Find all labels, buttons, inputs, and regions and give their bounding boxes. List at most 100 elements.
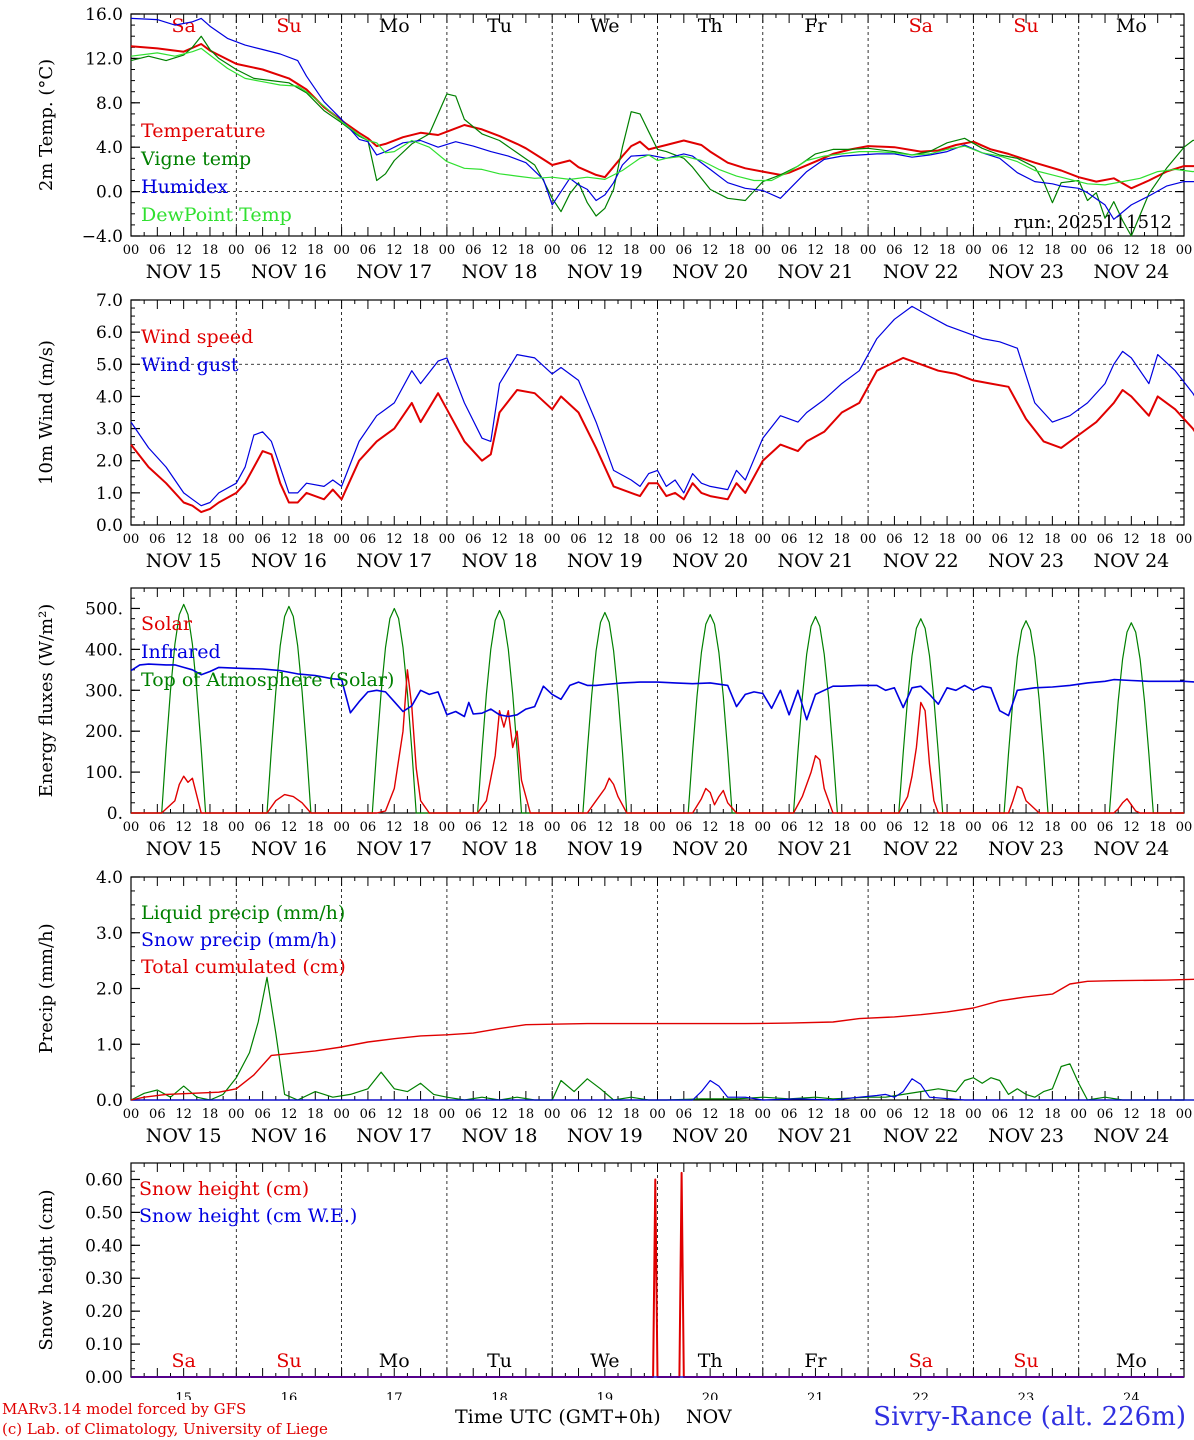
x-hour-label: 12 bbox=[281, 820, 298, 835]
x-hour-label: 06 bbox=[991, 243, 1008, 258]
y-tick-label: 400. bbox=[85, 640, 123, 660]
x-date-label: NOV 23 bbox=[988, 550, 1064, 572]
x-day-number: 20 bbox=[702, 1391, 719, 1400]
x-hour-label: 12 bbox=[175, 532, 192, 547]
x-date-label: NOV 22 bbox=[883, 261, 959, 283]
x-hour-label: 12 bbox=[597, 532, 614, 547]
x-hour-label: 06 bbox=[360, 243, 377, 258]
y-tick-label: 100. bbox=[85, 763, 123, 783]
weekday-label: Su bbox=[1013, 1350, 1038, 1372]
x-hour-label: 00 bbox=[1070, 532, 1087, 547]
x-hour-label: 18 bbox=[1149, 820, 1166, 835]
x-hour-label: 00 bbox=[860, 532, 877, 547]
x-date-label: NOV 22 bbox=[883, 1125, 959, 1147]
x-hour-label: 06 bbox=[465, 1107, 482, 1122]
y-tick-label: 300. bbox=[85, 681, 123, 701]
x-hour-label: 12 bbox=[597, 1107, 614, 1122]
x-date-label: NOV 21 bbox=[778, 838, 854, 860]
y-tick-label: 4.0 bbox=[96, 387, 123, 407]
x-hour-label: 12 bbox=[702, 532, 719, 547]
weekday-label: Tu bbox=[487, 1350, 512, 1372]
station-name: Sivry-Rance (alt. 226m) bbox=[873, 1402, 1186, 1432]
x-hour-label: 18 bbox=[939, 532, 956, 547]
x-hour-label: 18 bbox=[834, 820, 851, 835]
x-hour-label: 00 bbox=[965, 532, 982, 547]
x-hour-label: 18 bbox=[202, 532, 219, 547]
legend-entry: Solar bbox=[141, 613, 193, 635]
x-hour-label: 06 bbox=[676, 820, 693, 835]
x-hour-label: 06 bbox=[570, 243, 587, 258]
x-hour-label: 06 bbox=[570, 1107, 587, 1122]
weekday-label: Mo bbox=[1116, 15, 1147, 37]
x-date-label: NOV 18 bbox=[462, 261, 538, 283]
series-line-temperature bbox=[130, 43, 1194, 190]
x-hour-label: 06 bbox=[886, 1107, 903, 1122]
x-hour-label: 00 bbox=[860, 820, 877, 835]
x-hour-label: 06 bbox=[886, 820, 903, 835]
y-tick-label: 0.60 bbox=[85, 1170, 123, 1190]
x-hour-label: 00 bbox=[860, 243, 877, 258]
x-date-label: NOV 23 bbox=[988, 838, 1064, 860]
series-line-liquid-precip-mm-h- bbox=[130, 976, 1194, 1101]
y-tick-label: 0.00 bbox=[85, 1368, 123, 1388]
weekday-label: Sa bbox=[909, 15, 933, 37]
x-hour-label: 06 bbox=[149, 820, 166, 835]
x-date-label: NOV 18 bbox=[462, 838, 538, 860]
x-hour-label: 12 bbox=[491, 1107, 508, 1122]
x-date-label: NOV 19 bbox=[567, 261, 643, 283]
y-tick-label: 0.10 bbox=[85, 1335, 123, 1355]
x-hour-label: 00 bbox=[123, 243, 140, 258]
x-hour-label: 00 bbox=[649, 243, 666, 258]
legend-entry: DewPoint Temp bbox=[141, 204, 292, 226]
x-date-label: NOV 19 bbox=[567, 838, 643, 860]
x-hour-label: 18 bbox=[623, 243, 640, 258]
y-tick-label: 8.0 bbox=[96, 94, 123, 114]
x-hour-label: 12 bbox=[1018, 532, 1035, 547]
x-hour-label: 06 bbox=[781, 243, 798, 258]
x-hour-label: 00 bbox=[1176, 532, 1193, 547]
weekday-label: Mo bbox=[379, 15, 410, 37]
x-hour-label: 06 bbox=[465, 243, 482, 258]
x-hour-label: 12 bbox=[175, 243, 192, 258]
x-hour-label: 06 bbox=[1097, 243, 1114, 258]
x-hour-label: 12 bbox=[912, 820, 929, 835]
x-day-number: 16 bbox=[281, 1391, 298, 1400]
x-hour-label: 06 bbox=[360, 532, 377, 547]
x-hour-label: 18 bbox=[1149, 1107, 1166, 1122]
x-hour-label: 06 bbox=[886, 532, 903, 547]
y-tick-label: 0.30 bbox=[85, 1269, 123, 1289]
x-hour-label: 06 bbox=[465, 532, 482, 547]
x-hour-label: 12 bbox=[1123, 532, 1140, 547]
x-hour-label: 18 bbox=[1149, 532, 1166, 547]
x-hour-label: 00 bbox=[755, 243, 772, 258]
time-axis-label: Time UTC (GMT+0h) bbox=[455, 1406, 661, 1428]
x-hour-label: 18 bbox=[518, 1107, 535, 1122]
x-day-number: 23 bbox=[1018, 1391, 1035, 1400]
x-hour-label: 12 bbox=[807, 1107, 824, 1122]
y-tick-label: 0.40 bbox=[85, 1236, 123, 1256]
x-hour-label: 06 bbox=[991, 532, 1008, 547]
x-hour-label: 18 bbox=[202, 820, 219, 835]
y-axis-label: Precip (mm/h) bbox=[36, 923, 57, 1053]
x-hour-label: 12 bbox=[281, 1107, 298, 1122]
y-axis-label: Energy fluxes (W/m²) bbox=[36, 604, 57, 798]
x-hour-label: 12 bbox=[491, 820, 508, 835]
x-hour-label: 06 bbox=[781, 820, 798, 835]
x-hour-label: 00 bbox=[228, 820, 245, 835]
y-tick-label: 200. bbox=[85, 722, 123, 742]
x-date-label: NOV 21 bbox=[778, 1125, 854, 1147]
x-hour-label: 12 bbox=[912, 243, 929, 258]
x-hour-label: 18 bbox=[307, 1107, 324, 1122]
x-hour-label: 18 bbox=[518, 243, 535, 258]
x-hour-label: 18 bbox=[834, 243, 851, 258]
meteogram: −4.0 0.0 4.0 8.0 12.0 16.0 2m Temp. (°C) 00 06 12… bbox=[36, 5, 1194, 1400]
x-hour-label: 18 bbox=[939, 820, 956, 835]
x-hour-label: 12 bbox=[597, 243, 614, 258]
weekday-label: Th bbox=[698, 15, 723, 37]
x-hour-label: 06 bbox=[254, 243, 271, 258]
y-tick-label: 0.50 bbox=[85, 1203, 123, 1223]
x-hour-label: 12 bbox=[281, 243, 298, 258]
x-hour-label: 06 bbox=[360, 1107, 377, 1122]
series-line-vigne-temp bbox=[130, 35, 1194, 237]
x-hour-label: 00 bbox=[333, 1107, 350, 1122]
